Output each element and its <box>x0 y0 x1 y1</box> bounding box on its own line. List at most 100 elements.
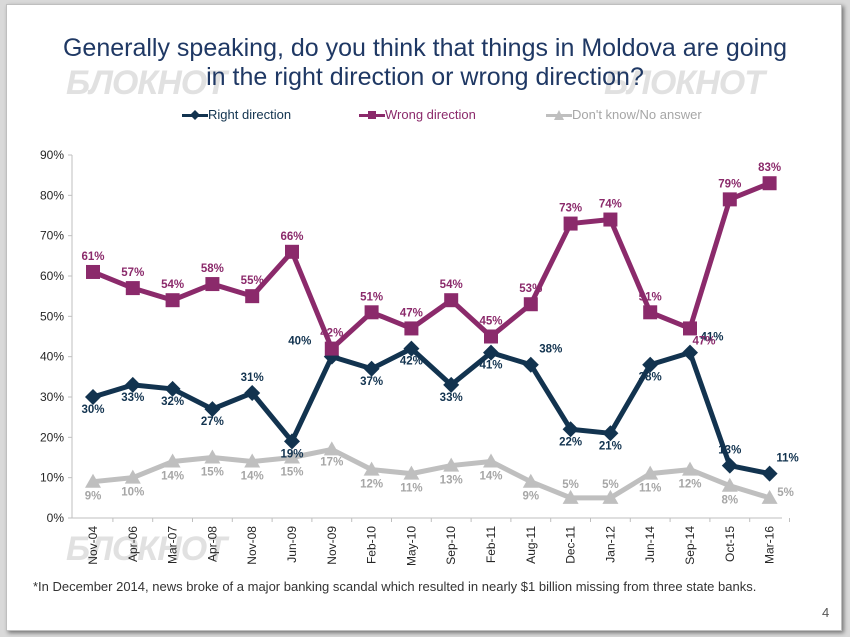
data-point-wrong <box>603 212 618 227</box>
data-point-dont-know <box>124 469 141 484</box>
data-label-wrong: 73% <box>559 203 582 215</box>
data-label-right: 38% <box>539 344 562 356</box>
data-point-right <box>284 433 300 450</box>
x-tick-label: Aug-11 <box>524 526 538 564</box>
data-point-right <box>124 376 141 393</box>
y-tick-label: 20% <box>40 430 64 444</box>
data-point-dont-know <box>85 473 101 488</box>
data-label-right: 41% <box>700 332 723 344</box>
x-tick-label: Nov-09 <box>325 526 339 565</box>
chart-legend: Right direction Wrong direction Don't kn… <box>0 107 850 125</box>
data-point-dont-know <box>562 489 579 504</box>
data-point-wrong <box>563 216 578 231</box>
x-tick-label: Jun-09 <box>285 526 299 563</box>
footnote: *In December 2014, news broke of a major… <box>33 579 757 594</box>
x-tick-label: Oct-15 <box>723 526 737 562</box>
data-label-wrong: 61% <box>81 251 104 263</box>
data-point-wrong <box>245 289 260 304</box>
data-label-dontknow: 5% <box>777 487 794 499</box>
data-label-wrong: 74% <box>599 199 622 211</box>
x-tick-label: May-10 <box>404 526 418 566</box>
data-label-wrong: 58% <box>201 263 224 275</box>
data-label-dontknow: 13% <box>440 475 463 487</box>
data-point-wrong <box>324 341 339 356</box>
y-tick-label: 30% <box>40 390 64 404</box>
data-point-right <box>682 344 698 361</box>
data-label-right: 32% <box>161 396 184 408</box>
series-line-dontknow <box>92 446 771 501</box>
data-label-dontknow: 15% <box>280 467 303 479</box>
y-tick-label: 40% <box>40 350 64 364</box>
data-label-dontknow: 8% <box>721 495 738 507</box>
data-point-wrong <box>523 297 538 312</box>
chart-title: Generally speaking, do you think that th… <box>0 34 850 92</box>
data-point-right <box>164 380 181 397</box>
chart-title-line2: in the right direction or wrong directio… <box>206 63 644 91</box>
data-label-right: 27% <box>201 416 224 428</box>
data-label-wrong: 55% <box>241 275 264 287</box>
x-tick-label: Mar-16 <box>763 526 777 564</box>
data-point-wrong <box>643 305 658 320</box>
data-point-dont-know <box>522 473 539 488</box>
y-tick-label: 80% <box>40 188 64 202</box>
page-number: 4 <box>822 605 830 620</box>
data-label-dontknow: 10% <box>121 487 144 499</box>
triangle-marker-icon <box>554 110 564 120</box>
series-line-wrong <box>92 180 771 352</box>
data-point-wrong <box>364 305 379 320</box>
data-point-right <box>761 465 778 482</box>
data-point-wrong <box>404 321 419 336</box>
data-label-dontknow: 11% <box>639 483 661 495</box>
data-point-dont-know <box>284 449 300 464</box>
data-label-wrong: 54% <box>161 279 184 291</box>
data-label-wrong: 79% <box>718 178 741 190</box>
data-point-right <box>642 356 659 373</box>
data-point-dont-know <box>164 453 181 468</box>
series-line-right <box>92 346 771 477</box>
data-point-dont-know <box>483 453 499 468</box>
data-label-wrong: 57% <box>121 267 144 279</box>
data-point-wrong <box>762 176 777 191</box>
data-point-dont-know <box>721 477 738 492</box>
data-label-wrong: 83% <box>758 162 781 174</box>
data-label-dontknow: 14% <box>479 471 502 483</box>
x-tick-label: Feb-11 <box>484 526 498 563</box>
x-tick-label: Jun-14 <box>643 526 657 563</box>
data-point-dont-know <box>443 457 460 472</box>
data-point-right <box>721 457 738 474</box>
data-point-wrong <box>125 281 140 296</box>
square-marker-icon <box>368 111 376 119</box>
data-label-dontknow: 12% <box>360 479 383 491</box>
data-point-right <box>522 356 539 373</box>
data-label-wrong: 51% <box>639 291 662 303</box>
data-label-dontknow: 9% <box>85 491 102 503</box>
x-tick-label: Dec-11 <box>564 526 578 564</box>
data-point-wrong <box>484 329 498 344</box>
data-label-dontknow: 5% <box>602 479 619 491</box>
data-point-right <box>443 376 460 393</box>
y-tick-label: 60% <box>40 269 64 283</box>
x-tick-label: Mar-07 <box>166 526 180 564</box>
data-point-dont-know <box>602 489 619 504</box>
legend-label-dont-know: Don't know/No answer <box>572 107 702 122</box>
y-tick-label: 90% <box>40 148 64 162</box>
data-label-right: 21% <box>599 440 622 452</box>
data-point-wrong <box>86 264 100 279</box>
data-label-right: 30% <box>81 404 104 416</box>
data-point-right <box>562 421 579 438</box>
watermark-left: БЛОКНОТ <box>66 64 227 102</box>
x-tick-label: Sep-14 <box>683 526 697 565</box>
data-label-right: 31% <box>241 372 264 384</box>
data-label-dontknow: 15% <box>201 467 224 479</box>
data-label-dontknow: 5% <box>562 479 579 491</box>
data-point-wrong <box>683 321 697 336</box>
data-label-right: 19% <box>280 448 303 460</box>
data-label-dontknow: 12% <box>678 479 701 491</box>
data-label-wrong: 47% <box>400 307 423 319</box>
watermark-bottom: БЛОКНОТ <box>66 530 227 568</box>
data-label-wrong: 53% <box>519 283 542 295</box>
data-label-wrong: 51% <box>360 291 383 303</box>
y-tick-label: 50% <box>40 309 64 323</box>
data-label-dontknow: 14% <box>241 471 264 483</box>
data-label-dontknow: 9% <box>522 491 539 503</box>
